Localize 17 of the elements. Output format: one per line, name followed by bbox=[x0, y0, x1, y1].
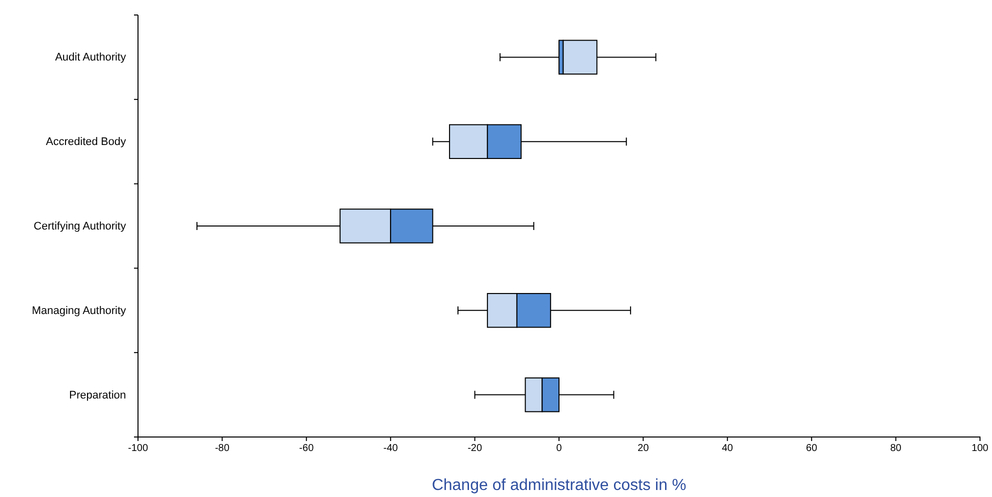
x-tick-label: -20 bbox=[468, 443, 482, 454]
y-tick-label: Managing Authority bbox=[32, 304, 126, 317]
x-tick-label: -100 bbox=[128, 443, 148, 454]
x-tick-label: -60 bbox=[299, 443, 314, 454]
y-tick-label: Preparation bbox=[69, 389, 126, 402]
x-tick-label: 80 bbox=[890, 443, 902, 454]
x-tick-label: -40 bbox=[383, 443, 398, 454]
y-tick-label: Audit Authority bbox=[55, 52, 126, 64]
x-tick-label: -80 bbox=[214, 443, 230, 454]
x-tick-label: 40 bbox=[722, 443, 734, 454]
y-tick-label: Certifying Authority bbox=[34, 220, 126, 233]
x-axis-title: Change of administrative costs in % bbox=[432, 477, 686, 494]
y-tick-label: Accredited Body bbox=[46, 136, 126, 148]
x-tick-label: 0 bbox=[556, 443, 562, 454]
x-tick-label: 60 bbox=[806, 443, 818, 454]
x-tick-label: 100 bbox=[972, 443, 989, 454]
x-tick-label: 20 bbox=[638, 443, 650, 454]
